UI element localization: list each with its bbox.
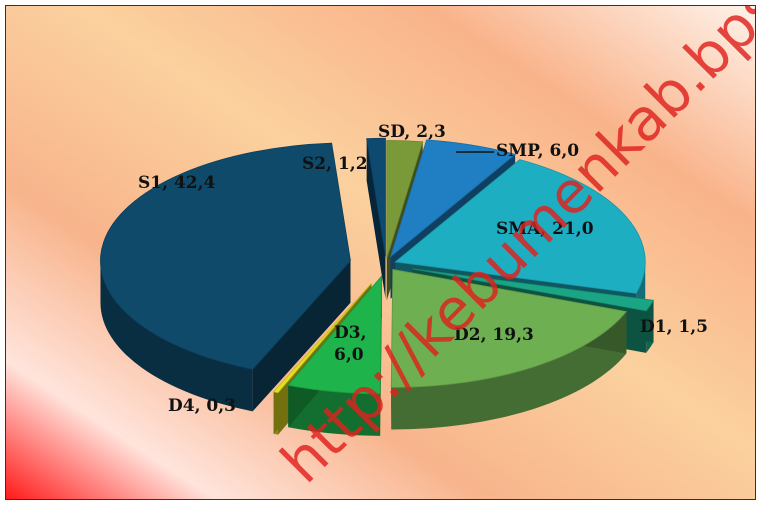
slice-label-smp: SMP, 6,0 [496, 141, 579, 161]
slice-label-d3-line1: D3, [334, 323, 367, 343]
slice-label-d4: D4, 0,3 [168, 396, 236, 416]
chart-frame: SD, 2,3 SMP, 6,0 SMA, 21,0 D1, 1,5 D2, 1… [5, 5, 756, 500]
slice-label-s1: S1, 42,4 [138, 173, 216, 193]
pie-chart: SD, 2,3 SMP, 6,0 SMA, 21,0 D1, 1,5 D2, 1… [6, 6, 755, 499]
slice-label-d2: D2, 19,3 [454, 325, 534, 345]
pie-slice-face-s1 [252, 260, 351, 412]
pie-slice-s1 [100, 142, 351, 412]
slice-label-d3-line2: 6,0 [334, 345, 364, 365]
pie-slice-top-d1 [412, 268, 655, 312]
pie-slice-top-d2 [390, 268, 628, 388]
slice-label-d3: D3, 6,0 [334, 323, 372, 365]
pie-slices [100, 137, 655, 436]
pie-slice-top-s1 [100, 142, 351, 370]
slice-labels: SD, 2,3 SMP, 6,0 SMA, 21,0 D1, 1,5 D2, 1… [138, 122, 708, 416]
slice-label-sd: SD, 2,3 [378, 122, 446, 142]
pie-slice-d2 [390, 268, 628, 430]
slice-label-sma: SMA, 21,0 [496, 219, 594, 239]
pie-slice-side-s1 [100, 260, 253, 412]
pie-slice-top-s2 [366, 137, 386, 257]
pie-slice-top-smp [389, 139, 516, 258]
pie-slice-d3 [287, 274, 383, 436]
pie-slice-top-d4 [272, 283, 372, 394]
pie-slice-top-d3 [287, 274, 383, 395]
pie-slice-face-s2 [366, 138, 386, 299]
pie-slice-top-sma [394, 159, 646, 294]
pie-slice-top-sd [386, 140, 424, 259]
pie-slice-side-d2 [391, 311, 627, 430]
slice-label-d1: D1, 1,5 [640, 317, 708, 337]
slice-label-s2: S2, 1,2 [302, 154, 368, 174]
pie-slice-s2 [366, 137, 386, 299]
